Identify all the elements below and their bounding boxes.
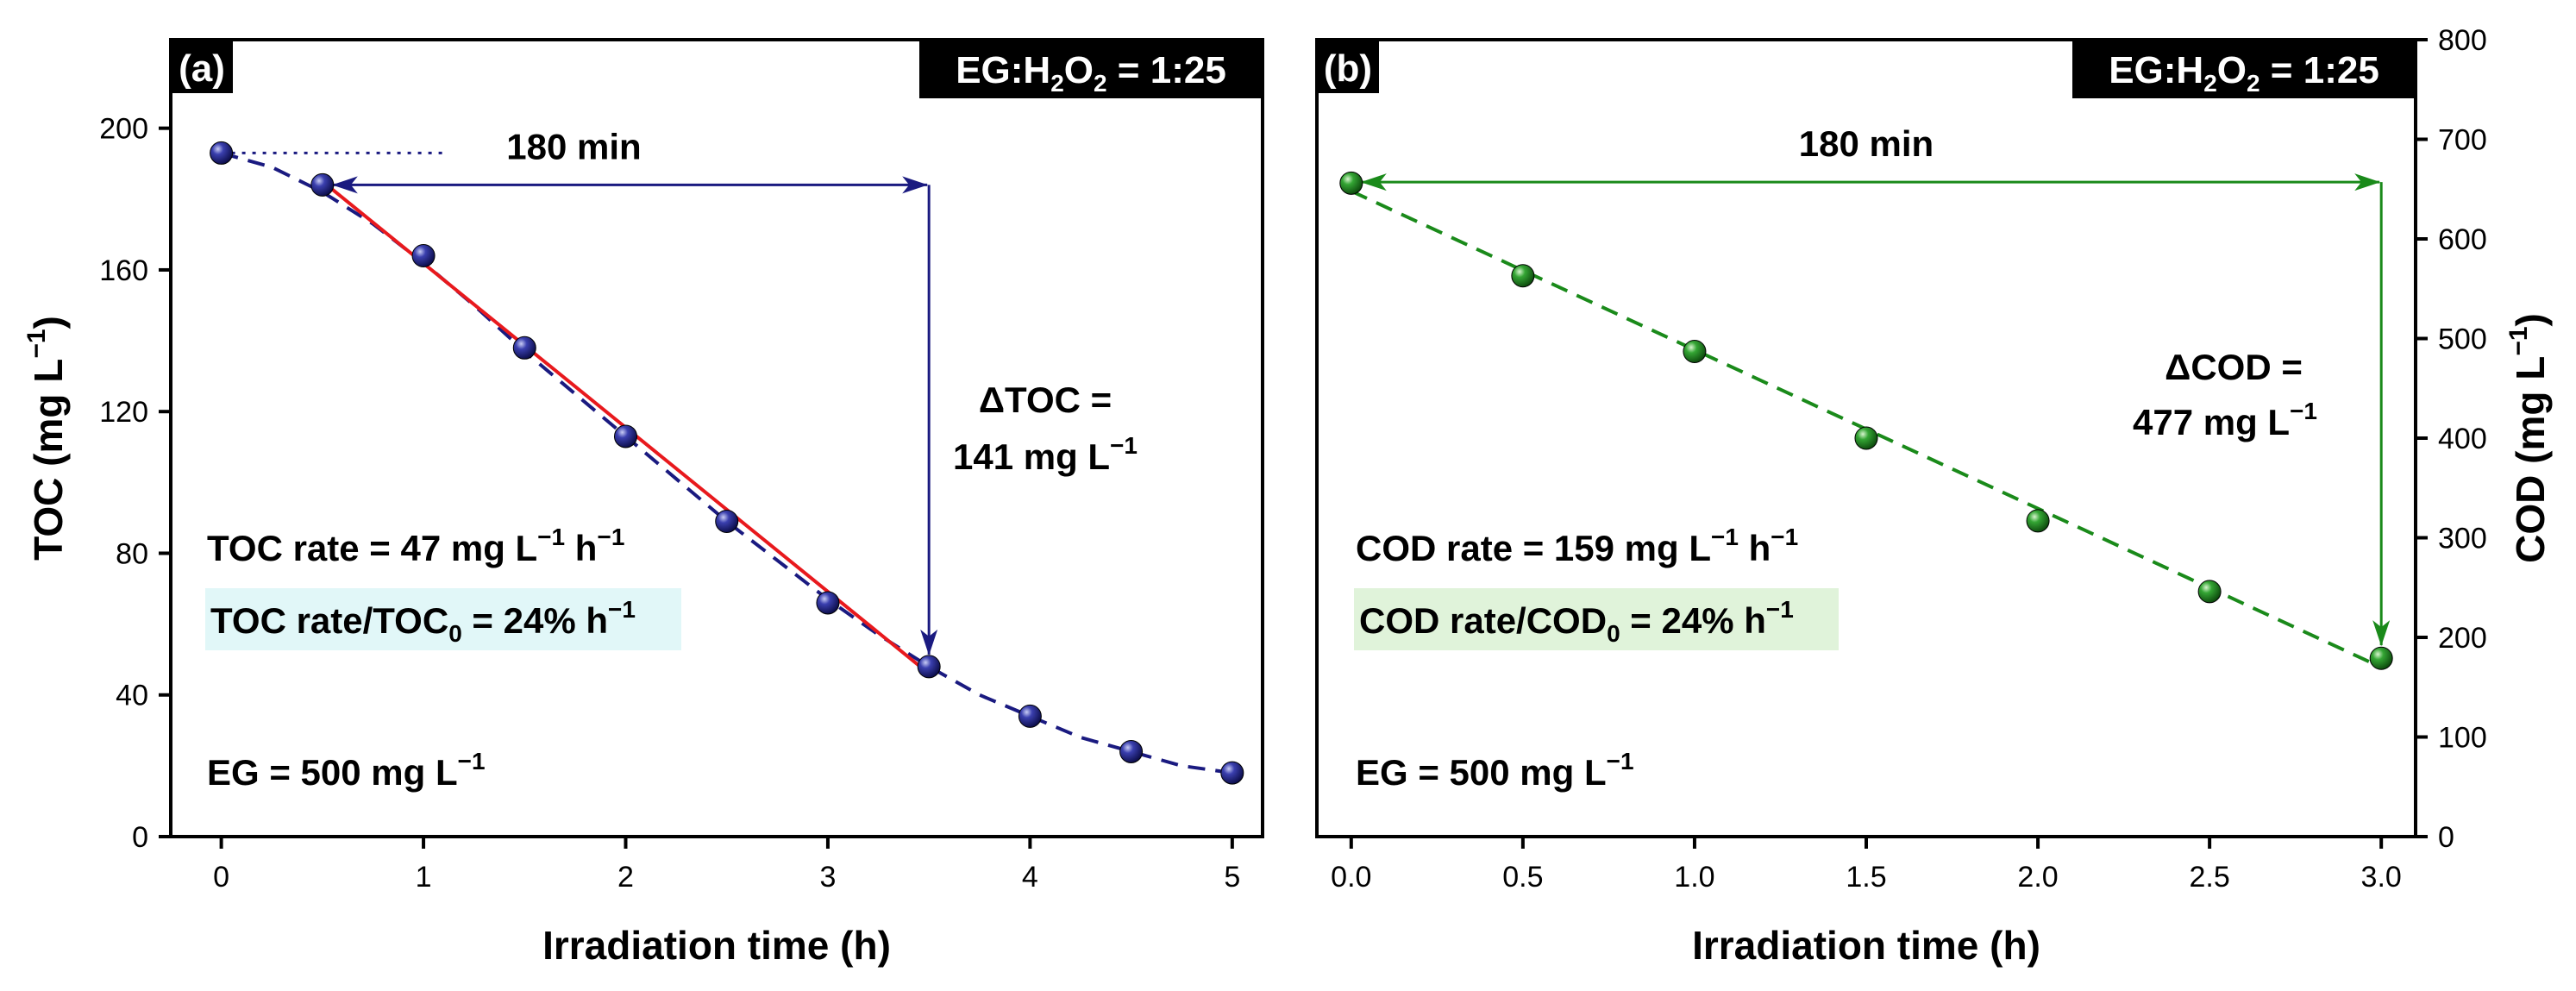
y-tick-label: 200	[2438, 622, 2487, 655]
axis-ticks-a: 0 1 2 3 4 5 0 40 80 120 160 200	[99, 113, 1240, 894]
span-label-b: 180 min	[1799, 123, 1934, 164]
eg-annotation-a: EG = 500 mg L−1	[207, 748, 486, 793]
x-tick-label: 0	[213, 861, 229, 894]
panel-b: 0.0 0.5 1.0 1.5 2.0 2.5 3.0 0 100 200 300 400 500 600…	[1315, 24, 2553, 968]
y-tick-label: 80	[116, 537, 148, 570]
data-point	[715, 510, 739, 534]
x-tick-label: 0.5	[1502, 861, 1543, 894]
data-point	[1511, 264, 1535, 288]
y-tick-label: 100	[2438, 722, 2487, 755]
y-tick-label: 400	[2438, 423, 2487, 455]
data-points-b	[1339, 171, 2393, 670]
ratio-label-bg-a	[919, 40, 1263, 98]
x-tick-label: 2	[617, 861, 634, 894]
x-axis-label-a: Irradiation time (h)	[542, 923, 891, 968]
y-axis-label-a: TOC (mg L−1)	[22, 316, 71, 561]
y-axis-label-b: COD (mg L−1)	[2504, 313, 2553, 563]
x-tick-label: 2.5	[2189, 861, 2229, 894]
y-tick-label: 600	[2438, 223, 2487, 256]
x-tick-label: 1.5	[1846, 861, 1886, 894]
x-tick-label: 0.0	[1331, 861, 1371, 894]
data-point	[2197, 580, 2222, 604]
delta-label-line1-b: ΔCOD =	[2165, 347, 2303, 387]
x-axis-label-b: Irradiation time (h)	[1692, 923, 2040, 968]
data-point	[1220, 761, 1244, 785]
axis-ticks-b: 0.0 0.5 1.0 1.5 2.0 2.5 3.0 0 100 200 300 400 500 600…	[1331, 24, 2487, 894]
panel-label-b: (b)	[1324, 47, 1372, 90]
panel-label-a: (a)	[179, 47, 225, 90]
ratio-label-a: EG:H2O2 = 1:25	[956, 49, 1226, 97]
panel-label-bg-b	[1317, 40, 1379, 93]
data-point	[1683, 340, 1707, 364]
y-tick-label: 800	[2438, 24, 2487, 57]
data-point	[1339, 171, 1363, 195]
y-tick-label: 300	[2438, 523, 2487, 555]
y-tick-label: 120	[99, 396, 148, 429]
x-tick-label: 3	[819, 861, 836, 894]
data-point	[1854, 426, 1878, 450]
data-point	[1119, 739, 1144, 763]
y-tick-label: 40	[116, 680, 148, 712]
data-point	[210, 141, 234, 165]
norm-annotation-b: COD rate/COD0 = 24% h−1	[1359, 596, 1794, 647]
ratio-label-bg-b	[2072, 40, 2416, 98]
delta-label-line2-a: 141 mg L−1	[953, 432, 1138, 477]
plot-frame-a	[169, 38, 1264, 838]
x-tick-label: 1	[416, 861, 432, 894]
data-point	[411, 244, 436, 268]
x-tick-label: 4	[1022, 861, 1038, 894]
rate-annotation-a: TOC rate = 47 mg L−1 h−1	[207, 524, 624, 568]
data-points-a	[210, 141, 1244, 785]
x-tick-label: 2.0	[2017, 861, 2058, 894]
data-point	[917, 655, 941, 679]
x-tick-label: 1.0	[1674, 861, 1714, 894]
data-point	[614, 424, 637, 448]
x-tick-label: 3.0	[2361, 861, 2402, 894]
y-tick-label: 160	[99, 254, 148, 287]
y-tick-label: 200	[99, 113, 148, 146]
eg-annotation-b: EG = 500 mg L−1	[1356, 748, 1634, 793]
data-point	[2026, 509, 2050, 533]
data-point	[310, 172, 335, 197]
y-tick-label: 500	[2438, 323, 2487, 356]
rate-annotation-b: COD rate = 159 mg L−1 h−1	[1356, 524, 1798, 568]
data-point	[816, 591, 840, 615]
span-label-a: 180 min	[506, 126, 641, 166]
data-point	[512, 336, 536, 360]
y-tick-label: 0	[2438, 821, 2454, 854]
delta-label-line2-b: 477 mg L−1	[2133, 398, 2317, 442]
fit-curve-a	[221, 151, 1233, 775]
ratio-label-b: EG:H2O2 = 1:25	[2109, 49, 2379, 97]
x-tick-label: 5	[1224, 861, 1240, 894]
y-tick-label: 700	[2438, 124, 2487, 157]
panel-label-bg-a	[171, 40, 233, 93]
norm-annotation-bg-a	[205, 588, 681, 650]
y-tick-label: 0	[132, 821, 148, 854]
norm-annotation-a: TOC rate/TOC0 = 24% h−1	[210, 596, 636, 647]
data-point	[1018, 704, 1042, 728]
norm-annotation-bg-b	[1354, 588, 1839, 650]
delta-label-line1-a: ΔTOC =	[979, 379, 1112, 420]
data-point	[2369, 646, 2393, 670]
